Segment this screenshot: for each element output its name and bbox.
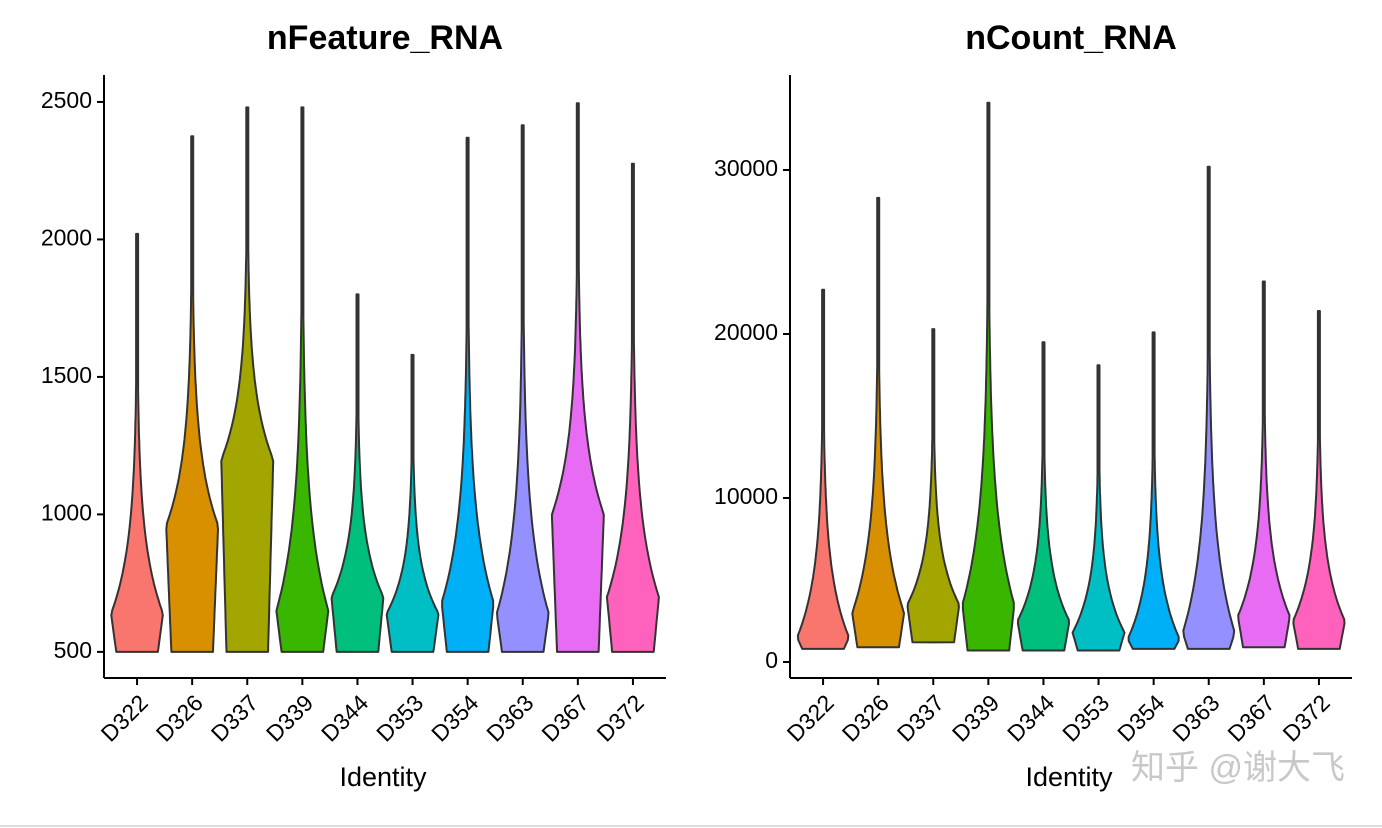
y-tick-label: 500 xyxy=(54,637,92,663)
violin xyxy=(906,328,960,644)
violin xyxy=(385,353,440,653)
y-tick-label: 10000 xyxy=(714,483,778,509)
watermark: 知乎 @谢大飞 xyxy=(1131,749,1345,787)
violin xyxy=(1071,364,1126,652)
violin xyxy=(1237,280,1291,649)
violin xyxy=(851,196,905,649)
y-tick-label: 2500 xyxy=(41,87,92,113)
violin xyxy=(550,102,605,653)
violin xyxy=(1182,165,1236,650)
violin xyxy=(330,293,385,653)
violin xyxy=(796,288,850,650)
violin xyxy=(1127,331,1180,650)
y-tick-label: 30000 xyxy=(714,155,778,181)
y-tick-label: 20000 xyxy=(714,319,778,345)
y-tick-label: 2000 xyxy=(41,225,92,251)
chart-title: nCount_RNA xyxy=(965,19,1177,57)
x-axis-label: Identity xyxy=(339,762,427,792)
violin xyxy=(605,162,660,653)
violin xyxy=(220,106,275,653)
y-tick-label: 0 xyxy=(765,647,778,673)
y-tick-label: 1000 xyxy=(41,499,92,525)
violin xyxy=(961,101,1015,652)
violin xyxy=(441,136,495,653)
violin xyxy=(1016,341,1070,652)
chart-title: nFeature_RNA xyxy=(267,19,503,57)
violin xyxy=(110,232,164,653)
violin xyxy=(165,135,219,653)
violin xyxy=(1292,310,1346,650)
x-axis-label: Identity xyxy=(1025,762,1113,792)
y-tick-label: 1500 xyxy=(41,362,92,388)
violin xyxy=(496,124,550,653)
violin xyxy=(275,106,330,653)
